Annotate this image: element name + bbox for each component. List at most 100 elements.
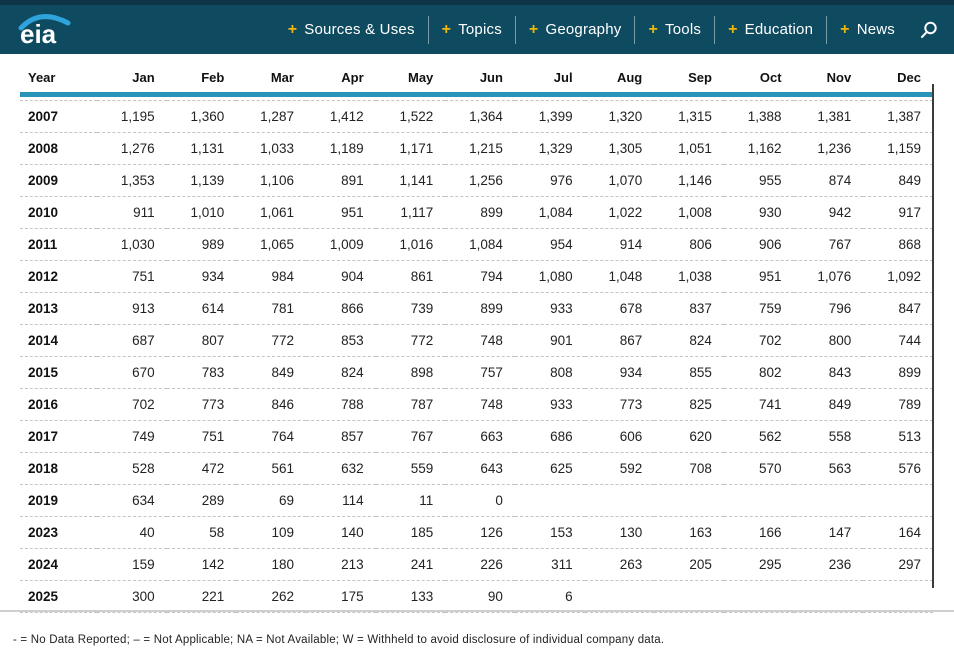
value-cell: 757	[445, 356, 515, 389]
value-cell: 868	[863, 228, 933, 261]
value-cell: 849	[793, 388, 864, 421]
column-header-apr: Apr	[305, 60, 376, 97]
value-cell	[723, 580, 794, 613]
table-row-2018: 2018 528 472 561 632 559 643 625 592 708 570 563 576	[20, 452, 933, 485]
nav-item-education[interactable]: + Education	[715, 15, 826, 45]
table-row-2014: 2014 687 807 772 853 772 748 901 867 824 702 800 744	[20, 324, 933, 357]
value-cell: 796	[793, 292, 864, 325]
value-cell: 1,387	[863, 100, 933, 133]
value-cell: 914	[584, 228, 655, 261]
value-cell: 899	[445, 292, 515, 325]
value-cell: 40	[97, 516, 167, 549]
value-cell: 205	[654, 548, 724, 581]
value-cell: 898	[375, 356, 446, 389]
value-cell: 1,159	[863, 132, 933, 165]
table-row-2017: 2017 749 751 764 857 767 663 686 606 620 562 558 513	[20, 420, 933, 453]
table-row-2012: 2012 751 934 984 904 861 794 1,080 1,048 1,038 951…	[20, 260, 933, 293]
value-cell	[584, 484, 655, 517]
value-cell: 1,051	[654, 132, 724, 165]
value-cell: 989	[166, 228, 237, 261]
value-cell: 109	[236, 516, 306, 549]
value-cell: 1,287	[236, 100, 306, 133]
top-nav-bar: eia + Sources & Uses + Topics + Geography + Too…	[0, 5, 954, 54]
value-cell: 955	[723, 164, 794, 197]
value-cell	[863, 484, 933, 517]
nav-item-topics[interactable]: + Topics	[429, 15, 515, 45]
top-strip	[0, 0, 954, 5]
nav-item-label: Sources & Uses	[304, 21, 415, 38]
value-cell: 147	[793, 516, 864, 549]
nav-separator	[427, 15, 429, 44]
year-cell: 2008	[20, 132, 97, 165]
value-cell: 911	[97, 196, 167, 229]
year-cell: 2025	[20, 580, 97, 613]
year-cell: 2011	[20, 228, 97, 261]
value-cell: 221	[166, 580, 237, 613]
column-header-jan: Jan	[97, 60, 167, 97]
value-cell: 933	[514, 292, 585, 325]
nav-item-geography[interactable]: + Geography	[516, 15, 635, 45]
nav-separator	[514, 15, 516, 44]
value-cell: 1,009	[305, 228, 376, 261]
nav-item-label: Tools	[665, 21, 702, 38]
year-cell: 2016	[20, 388, 97, 421]
value-cell: 1,033	[236, 132, 306, 165]
plus-icon: +	[287, 20, 298, 38]
value-cell: 1,117	[375, 196, 446, 229]
nav-item-news[interactable]: + News	[827, 15, 908, 45]
vertical-scrollbar[interactable]	[932, 84, 934, 588]
nav-separator	[714, 15, 716, 44]
value-cell: 1,048	[584, 260, 655, 293]
header-spacer-row	[20, 94, 933, 101]
column-header-jun: Jun	[445, 60, 515, 97]
value-cell: 1,084	[445, 228, 515, 261]
value-cell: 561	[236, 452, 306, 485]
nav-item-tools[interactable]: + Tools	[635, 15, 714, 45]
value-cell: 976	[514, 164, 585, 197]
table-row-2009: 2009 1,353 1,139 1,106 891 1,141 1,256 976 1,070…	[20, 164, 933, 197]
value-cell: 1,076	[793, 260, 864, 293]
value-cell: 702	[723, 324, 794, 357]
nav-item-sources-uses[interactable]: + Sources & Uses	[275, 15, 428, 45]
value-cell: 6	[514, 580, 585, 613]
value-cell: 1,329	[514, 132, 585, 165]
value-cell: 1,276	[97, 132, 167, 165]
column-header-oct: Oct	[723, 60, 794, 97]
value-cell: 1,030	[97, 228, 167, 261]
value-cell: 855	[654, 356, 724, 389]
column-header-nov: Nov	[793, 60, 864, 97]
value-cell: 562	[723, 420, 794, 453]
value-cell: 58	[166, 516, 237, 549]
value-cell	[793, 484, 864, 517]
plus-icon: +	[840, 20, 850, 38]
eia-logo[interactable]: eia	[16, 10, 74, 50]
table-row-2025: 2025 300 221 262 175 133 90 6	[20, 580, 933, 613]
value-cell: 787	[375, 388, 446, 421]
year-cell: 2014	[20, 324, 97, 357]
value-cell: 297	[863, 548, 933, 581]
table-row-2019: 2019 634 289 69 114 11 0	[20, 484, 933, 517]
value-cell: 130	[584, 516, 655, 549]
value-cell: 748	[445, 324, 515, 357]
year-cell: 2024	[20, 548, 97, 581]
value-cell: 1,008	[654, 196, 724, 229]
value-cell: 767	[375, 420, 446, 453]
value-cell: 767	[793, 228, 864, 261]
column-header-jul: Jul	[514, 60, 585, 97]
value-cell: 1,106	[236, 164, 306, 197]
value-cell: 1,131	[166, 132, 237, 165]
value-cell	[723, 484, 794, 517]
value-cell: 772	[375, 324, 446, 357]
value-cell: 226	[445, 548, 515, 581]
table-row-2016: 2016 702 773 846 788 787 748 933 773 825 741 849 789	[20, 388, 933, 421]
value-cell: 1,364	[445, 100, 515, 133]
value-cell: 185	[375, 516, 446, 549]
search-icon[interactable]	[918, 19, 940, 41]
value-cell: 166	[723, 516, 794, 549]
value-cell: 513	[863, 420, 933, 453]
value-cell: 806	[654, 228, 724, 261]
value-cell: 825	[654, 388, 724, 421]
value-cell	[584, 580, 655, 613]
value-cell: 748	[445, 388, 515, 421]
value-cell: 807	[166, 324, 237, 357]
